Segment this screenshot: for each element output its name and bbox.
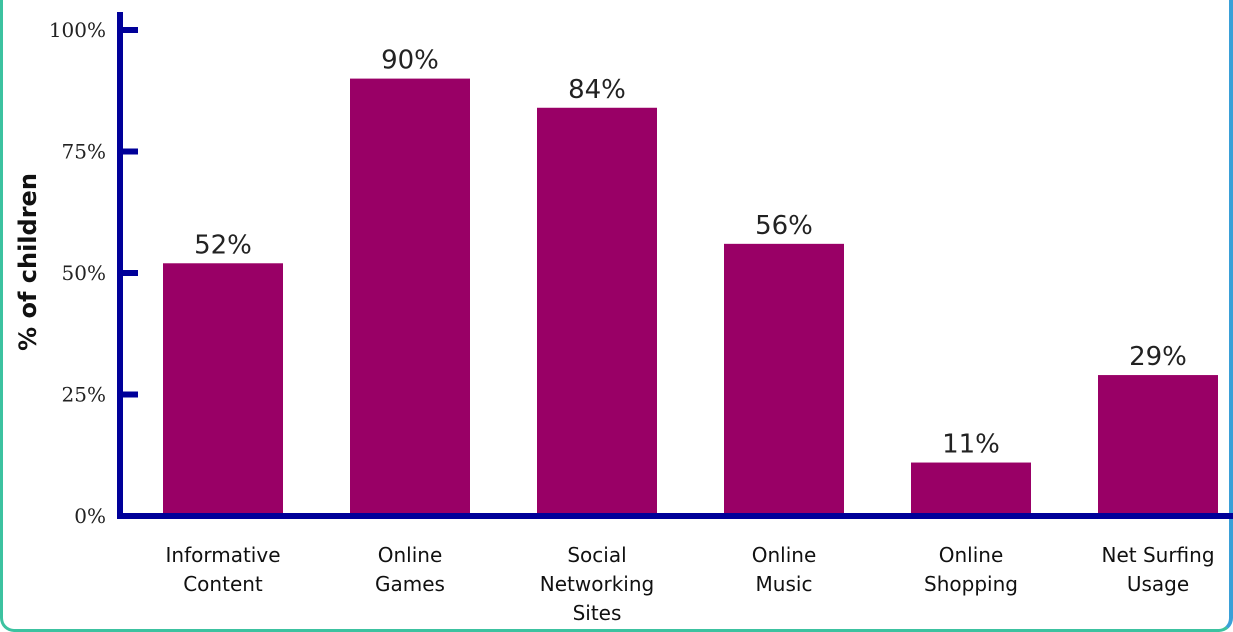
data-label-3: 84% — [568, 75, 626, 105]
x-category-line: Games — [375, 572, 445, 596]
x-category-line: Social — [567, 543, 626, 567]
y-tick-label-25: 25% — [62, 383, 106, 407]
x-category-line: Online — [939, 543, 1004, 567]
x-category-line: Networking — [540, 572, 654, 596]
x-category-label-2: Online Games — [375, 543, 445, 596]
y-tick-label-0: 0% — [74, 504, 106, 528]
data-label-1: 52% — [194, 230, 252, 260]
x-category-label-3: Social Networking Sites — [540, 543, 654, 625]
data-label-2: 90% — [381, 46, 439, 76]
x-category-label-1: Informative Content — [166, 543, 281, 596]
x-category-line: Content — [183, 572, 263, 596]
x-category-line: Shopping — [924, 572, 1018, 596]
bar-3 — [537, 107, 657, 516]
y-tick-label-50: 50% — [62, 261, 106, 285]
y-tick-label-100: 100% — [49, 18, 106, 42]
data-label-5: 11% — [942, 430, 1000, 460]
x-category-line: Online — [752, 543, 817, 567]
y-tick-label-75: 75% — [62, 140, 106, 164]
data-label-4: 56% — [755, 211, 813, 241]
x-category-line: Sites — [573, 601, 622, 625]
x-category-line: Usage — [1127, 572, 1189, 596]
x-category-label-4: Online Music — [752, 543, 817, 596]
x-category-line: Net Surfing — [1101, 543, 1214, 567]
bar-6 — [1098, 375, 1218, 516]
y-axis-title: % of children — [14, 173, 42, 351]
x-category-line: Online — [378, 543, 443, 567]
x-category-label-5: Online Shopping — [924, 543, 1018, 596]
x-category-line: Informative — [166, 543, 281, 567]
bar-5 — [911, 462, 1031, 516]
bar-4 — [724, 243, 844, 516]
bar-2 — [350, 78, 470, 516]
data-label-6: 29% — [1129, 342, 1187, 372]
x-category-label-6: Net Surfing Usage — [1101, 543, 1214, 596]
x-category-line: Music — [756, 572, 813, 596]
bar-1 — [163, 263, 283, 516]
